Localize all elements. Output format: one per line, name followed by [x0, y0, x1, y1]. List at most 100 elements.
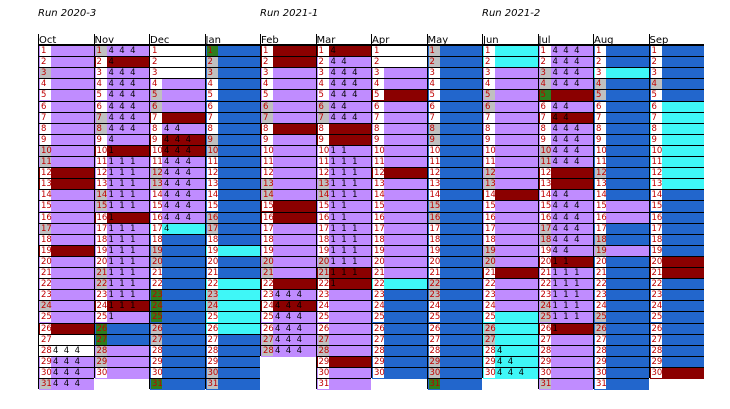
day-number: 4	[40, 79, 51, 90]
day-number: 8	[151, 123, 162, 134]
cell-value: 4 4 4	[497, 367, 525, 378]
day-cell: 25	[150, 311, 205, 324]
cell-value: 4 4 4	[275, 345, 303, 356]
cell-value: 4	[164, 223, 170, 234]
day-number: 8	[262, 123, 273, 134]
day-cell: 15 1 1	[316, 200, 371, 213]
day-cell: 10 4 4 4	[150, 144, 205, 157]
day-number: 28	[539, 345, 552, 356]
day-cell: 19	[427, 244, 482, 257]
cell-value: 4 4 4	[330, 68, 358, 79]
day-number: 18	[539, 234, 552, 245]
day-cell: 14	[649, 189, 704, 202]
day-number: 19	[373, 245, 385, 256]
day-cell: 23 4 4 4	[261, 289, 316, 302]
day-number: 25	[206, 312, 219, 323]
day-number: 29	[539, 356, 552, 367]
day-number: 30	[539, 367, 552, 378]
day-cell: 9	[594, 133, 649, 146]
day-number: 9	[650, 134, 662, 145]
day-cell: 21	[649, 267, 704, 279]
day-cell: 3	[205, 67, 260, 80]
cell-value: 1 1 1	[108, 234, 136, 245]
day-number: 23	[40, 290, 52, 301]
day-number: 18	[484, 234, 496, 245]
day-cell: 22	[594, 278, 649, 291]
cell-value: 4 4 4	[108, 112, 136, 123]
day-cell: 27	[205, 333, 260, 346]
day-number: 16	[373, 212, 385, 223]
day-cell: 20	[150, 255, 205, 268]
month-divider	[593, 34, 594, 390]
day-cell: 6	[483, 100, 538, 113]
day-number: 10	[484, 145, 496, 156]
day-number: 20	[151, 256, 163, 267]
day-cell: 25 1 1 1	[538, 311, 593, 324]
day-cell: 1	[483, 45, 538, 57]
month-divider	[93, 34, 95, 378]
day-number: 9	[206, 134, 218, 145]
day-number: 28	[595, 345, 607, 356]
day-cell: 7	[372, 111, 427, 124]
day-number: 12	[428, 168, 441, 179]
day-number: 11	[484, 157, 496, 167]
day-cell: 19	[205, 244, 260, 257]
cell-value: 4 4 4	[164, 179, 192, 190]
day-number: 14	[650, 190, 663, 201]
day-number: 1	[262, 46, 273, 56]
day-number: 2	[484, 57, 495, 68]
day-cell: 6	[372, 100, 427, 113]
day-cell: 12	[39, 167, 94, 180]
day-cell: 2	[649, 56, 704, 69]
day-cell: 8	[39, 122, 94, 135]
day-number: 18	[40, 234, 52, 245]
day-cell: 19	[649, 244, 704, 257]
cell-value: 1 1 1	[330, 256, 358, 267]
day-number: 1	[539, 46, 551, 56]
cell-value: 1 1 1	[108, 290, 136, 301]
day-number: 3	[539, 68, 551, 79]
day-number: 16	[262, 212, 274, 223]
day-cell: 21 1 1 1	[316, 267, 371, 279]
day-number: 21	[151, 268, 163, 278]
day-number: 27	[484, 334, 496, 345]
day-number: 25	[539, 312, 552, 323]
cell-value: 4 4 4	[330, 79, 358, 90]
day-cell: 11 4 4 4	[150, 156, 205, 168]
day-number: 2	[262, 57, 273, 68]
day-number: 1	[595, 46, 606, 56]
day-cell: 26	[372, 322, 427, 335]
day-cell: 8	[316, 122, 371, 135]
day-cell: 13	[205, 178, 260, 191]
day-cell: 24 4 4 4	[261, 300, 316, 313]
day-number: 30	[484, 367, 496, 378]
day-cell: 20	[261, 255, 316, 268]
day-number: 24	[539, 301, 552, 312]
day-number: 25	[428, 312, 441, 323]
month-label: May	[427, 35, 449, 46]
day-number: 10	[595, 145, 607, 156]
day-cell: 24 1 1 1	[538, 300, 593, 313]
month-label: Oct	[39, 35, 57, 46]
day-cell: 27 4 4 4	[261, 333, 316, 346]
day-number: 7	[262, 112, 273, 123]
day-number: 15	[95, 201, 108, 212]
day-number: 1	[373, 46, 384, 56]
day-cell: 18	[372, 233, 427, 246]
day-cell: 25	[316, 311, 371, 324]
day-number: 2	[151, 57, 162, 68]
day-cell: 11	[483, 156, 538, 168]
day-number: 20	[206, 256, 219, 267]
day-number: 15	[650, 201, 663, 212]
day-cell: 30 4 4 4	[39, 366, 94, 379]
day-cell: 4	[594, 78, 649, 91]
day-number: 11	[262, 157, 274, 167]
